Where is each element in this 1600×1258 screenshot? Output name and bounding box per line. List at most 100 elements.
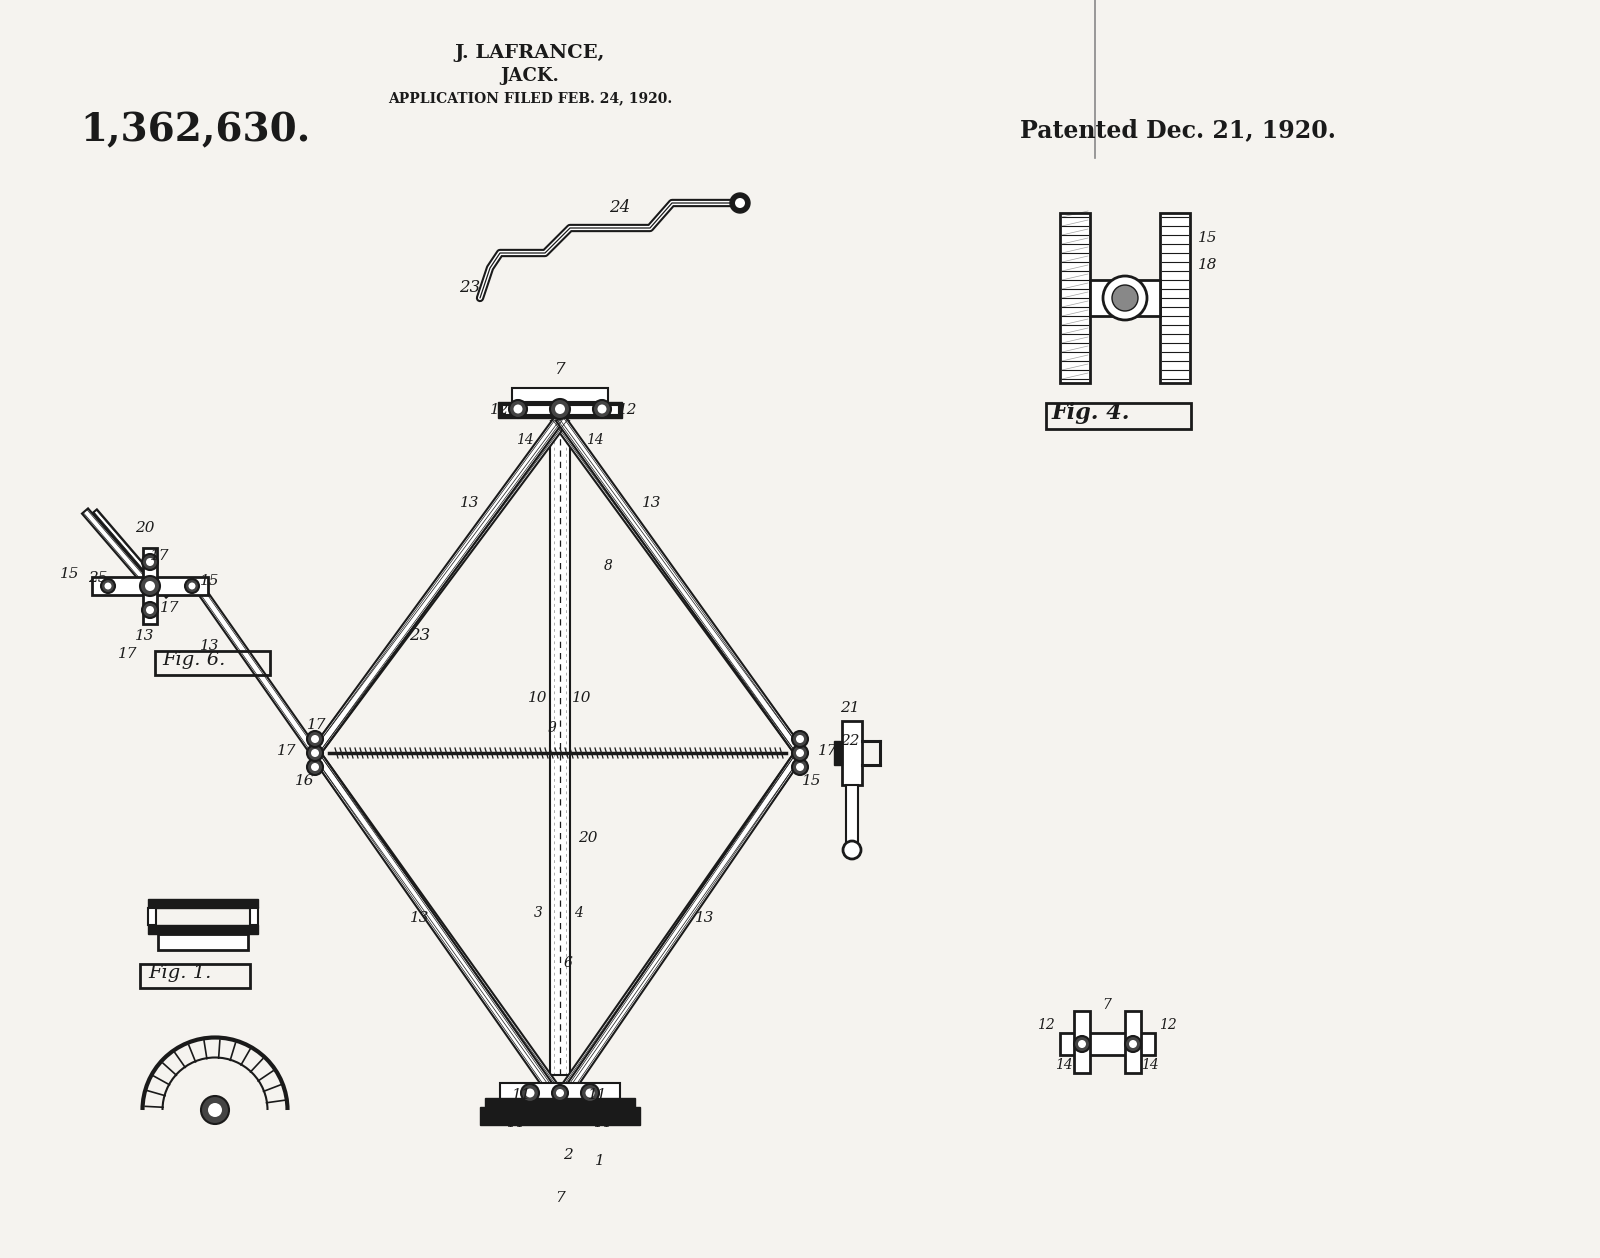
Text: 13: 13: [136, 629, 155, 643]
Polygon shape: [82, 508, 162, 599]
Circle shape: [586, 1088, 595, 1097]
Circle shape: [142, 554, 158, 570]
Text: 12: 12: [490, 403, 510, 416]
Circle shape: [310, 764, 318, 771]
Bar: [155, 650, 270, 676]
Bar: [142, 548, 157, 624]
Text: 20: 20: [578, 832, 598, 845]
Circle shape: [186, 579, 198, 593]
Circle shape: [310, 749, 318, 757]
Text: Fig. 4.: Fig. 4.: [1053, 403, 1131, 424]
Bar: [1059, 213, 1090, 382]
Polygon shape: [550, 750, 805, 1106]
Text: 13: 13: [642, 496, 662, 509]
Text: 14: 14: [586, 433, 603, 447]
Circle shape: [557, 1089, 563, 1097]
Circle shape: [550, 399, 570, 419]
Circle shape: [307, 759, 323, 775]
Text: 16: 16: [296, 774, 315, 788]
Bar: [1059, 1033, 1155, 1055]
Bar: [485, 1098, 635, 1107]
Text: 10: 10: [573, 691, 592, 704]
Circle shape: [307, 745, 323, 761]
Text: 7: 7: [555, 1191, 565, 1205]
Bar: [93, 577, 208, 595]
Circle shape: [208, 1103, 222, 1117]
Text: 11: 11: [589, 1088, 608, 1102]
Circle shape: [734, 198, 746, 208]
Text: 7: 7: [555, 361, 565, 379]
Text: 9: 9: [547, 721, 557, 735]
Text: 10: 10: [528, 691, 547, 704]
Text: Fig. 6.: Fig. 6.: [162, 650, 226, 669]
Circle shape: [552, 1084, 568, 1101]
Text: 23: 23: [410, 628, 430, 644]
Bar: [842, 721, 862, 785]
Bar: [1074, 1011, 1090, 1073]
Text: 11: 11: [512, 1088, 531, 1102]
Bar: [502, 405, 618, 414]
Circle shape: [792, 759, 808, 775]
Text: 8: 8: [603, 559, 613, 572]
Circle shape: [189, 582, 195, 590]
Circle shape: [104, 582, 112, 590]
Circle shape: [594, 400, 611, 418]
Circle shape: [597, 405, 606, 414]
Circle shape: [555, 404, 565, 414]
Bar: [512, 387, 608, 403]
Text: 13: 13: [461, 496, 480, 509]
Circle shape: [310, 735, 318, 743]
Text: 18: 18: [1198, 258, 1218, 272]
Circle shape: [1078, 1040, 1086, 1048]
Text: 17: 17: [160, 601, 179, 615]
Circle shape: [101, 579, 115, 593]
Text: 14: 14: [517, 433, 534, 447]
Circle shape: [522, 1084, 539, 1102]
Polygon shape: [310, 750, 570, 1106]
Text: 2: 2: [563, 1149, 573, 1162]
Text: 1,362,630.: 1,362,630.: [80, 111, 310, 148]
Bar: [250, 908, 258, 925]
Text: 4: 4: [573, 906, 582, 920]
Bar: [550, 428, 570, 1076]
Bar: [1046, 403, 1190, 429]
Circle shape: [509, 400, 526, 418]
Bar: [1125, 1011, 1141, 1073]
Text: 24: 24: [610, 200, 630, 216]
Circle shape: [1074, 1037, 1090, 1052]
Bar: [480, 1107, 640, 1125]
Circle shape: [730, 192, 750, 213]
Polygon shape: [93, 509, 170, 598]
Text: 14: 14: [594, 1116, 611, 1130]
Polygon shape: [310, 415, 570, 756]
Text: 13: 13: [200, 639, 219, 653]
Text: 13: 13: [696, 911, 715, 925]
Circle shape: [843, 842, 861, 859]
Circle shape: [146, 559, 154, 566]
Bar: [1160, 213, 1190, 382]
Text: 14: 14: [506, 1116, 523, 1130]
Text: 20: 20: [136, 521, 155, 535]
Text: 12: 12: [1158, 1018, 1178, 1032]
Text: 7: 7: [1102, 998, 1112, 1011]
Text: 13: 13: [410, 911, 430, 925]
Circle shape: [797, 749, 805, 757]
Circle shape: [792, 731, 808, 747]
Polygon shape: [555, 415, 805, 756]
Bar: [499, 1083, 621, 1107]
Circle shape: [1102, 276, 1147, 320]
Bar: [147, 899, 258, 908]
Circle shape: [202, 1096, 229, 1123]
Circle shape: [146, 606, 154, 614]
Text: 25: 25: [88, 571, 107, 585]
Circle shape: [142, 603, 158, 618]
Circle shape: [1112, 286, 1138, 311]
Text: 17: 17: [277, 743, 296, 759]
Circle shape: [1125, 1037, 1141, 1052]
Text: APPLICATION FILED FEB. 24, 1920.: APPLICATION FILED FEB. 24, 1920.: [387, 91, 672, 104]
Text: JACK.: JACK.: [501, 67, 560, 86]
Circle shape: [525, 1088, 534, 1097]
Text: 17: 17: [818, 743, 838, 759]
Circle shape: [514, 405, 523, 414]
Text: 17: 17: [150, 548, 170, 564]
